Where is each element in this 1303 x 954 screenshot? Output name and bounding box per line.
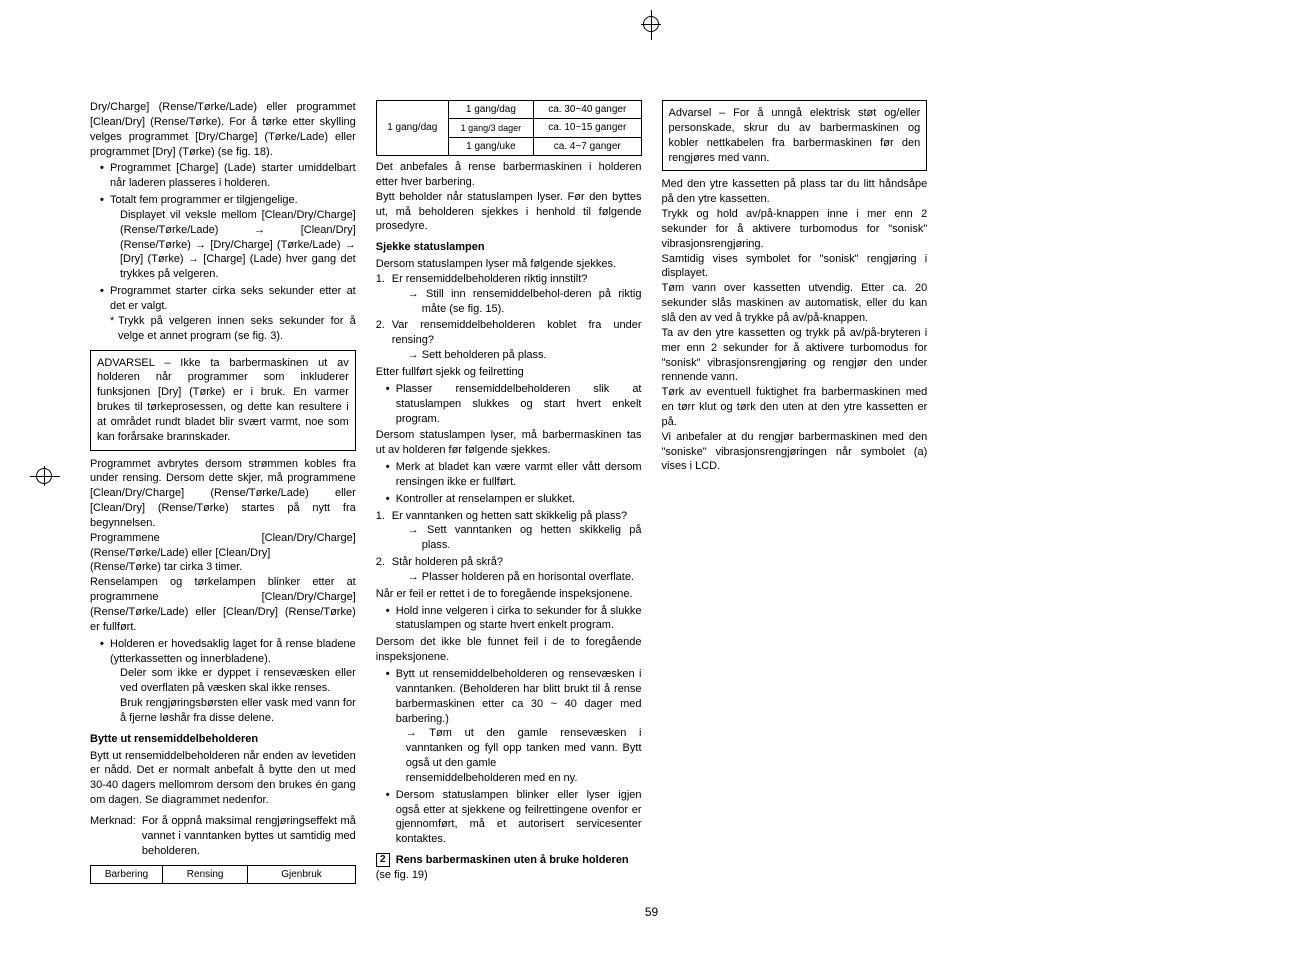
paragraph: Med den ytre kassetten på plass tar du l… [662, 177, 928, 207]
step-number-icon: 2 [376, 853, 390, 867]
paragraph: Vi anbefaler at du rengjør barbermaskine… [662, 430, 928, 475]
list-item: Var rensemiddelbeholderen koblet fra und… [376, 318, 642, 363]
warning-box: Advarsel – For å unngå elektrisk støt og… [662, 100, 928, 171]
text: Var rensemiddelbeholderen koblet fra und… [392, 319, 642, 346]
text: Holderen er hovedsaklig laget for å rens… [110, 638, 356, 665]
crop-mark-left [30, 462, 60, 492]
table-header: Gjenbruk [248, 865, 355, 884]
table-row: Barbering Rensing Gjenbruk [91, 865, 356, 884]
text: Bytt ut rensemiddelbeholderen og rensevæ… [396, 668, 642, 725]
heading: Sjekke statuslampen [376, 240, 642, 255]
note-block: Merknad: For å oppnå maksimal rengjøring… [90, 814, 356, 859]
paragraph: Ta av den ytre kassetten og trykk på av/… [662, 326, 928, 385]
paragraph: Programmene [Clean/Dry/Charge] (Rense/Tø… [90, 531, 356, 561]
paragraph: (Rense/Tørke) tar cirka 3 timer. [90, 560, 356, 575]
action-text: → Plasser holderen på en horisontal over… [406, 570, 642, 585]
list-item: Programmet [Charge] (Lade) starter umidd… [100, 161, 356, 191]
paragraph: Bytt ut rensemiddelbeholderen når enden … [90, 749, 356, 808]
table-cell: 1 gang/dag [376, 100, 448, 156]
list-item: Plasser rensemiddelbeholderen slik at st… [386, 382, 642, 427]
table-cell: 1 gang/uke [448, 137, 533, 156]
page-columns: Dry/Charge] (Rense/Tørke/Lade) eller pro… [90, 100, 1213, 900]
step-heading: 2 Rens barbermaskinen uten å bruke holde… [376, 853, 642, 868]
action-text: → Tøm ut den gamle rensevæsken i vanntan… [396, 726, 642, 771]
text: Er vanntanken og hetten satt skikkelig p… [392, 510, 627, 522]
footnote: Trykk på velgeren innen seks sekunder fo… [110, 314, 356, 344]
action-text: → Sett vanntanken og hetten skikkelig på… [406, 523, 642, 553]
paragraph: Dersom statuslampen lyser, må barbermask… [376, 428, 642, 458]
paragraph: Trykk og hold av/på-knappen inne i mer e… [662, 207, 928, 252]
page-number: 59 [90, 904, 1213, 920]
list-item: Kontroller at renselampen er slukket. [386, 492, 642, 507]
table-row: 1 gang/dag 1 gang/dag ca. 30~40 ganger [376, 100, 641, 119]
paragraph: Dersom det ikke ble funnet feil i de to … [376, 635, 642, 665]
text: Programmet starter cirka seks sekunder e… [110, 285, 356, 312]
crop-mark-top [637, 10, 667, 40]
text: Displayet vil veksle mellom [Clean/Dry/C… [110, 208, 356, 282]
table-cell: ca. 30~40 ganger [534, 100, 641, 119]
list-item: Bytt ut rensemiddelbeholderen og rensevæ… [386, 667, 642, 786]
text: innstilt? [550, 273, 587, 285]
list-item: Er rensemiddelbeholderen riktig innstilt… [376, 272, 642, 317]
paragraph: Bytt beholder når statuslampen lyser. Fø… [376, 190, 642, 235]
table-cell: ca. 4~7 ganger [534, 137, 641, 156]
paragraph: Tøm vann over kassetten utvendig. Etter … [662, 281, 928, 326]
action-text: → Still inn rensemiddelbehol-deren på ri… [406, 287, 642, 317]
figure-ref: (se fig. 19) [376, 868, 642, 883]
action-text: → Sett beholderen på plass. [406, 348, 642, 363]
paragraph: Dersom statuslampen lyser må følgende sj… [376, 257, 642, 272]
text: Deler som ikke er dyppet i rensevæsken e… [110, 666, 356, 696]
list-item: Merk at bladet kan være varmt eller vått… [386, 460, 642, 490]
text: Er rensemiddelbeholderen riktig [392, 273, 547, 285]
list-item: Holderen er hovedsaklig laget for å rens… [100, 637, 356, 726]
paragraph: Renselampen og tørkelampen blinker etter… [90, 575, 356, 634]
step-title: Rens barbermaskinen uten å bruke holdere… [396, 853, 642, 868]
text: Bruk rengjøringsbørsten eller vask med v… [110, 696, 356, 726]
note-label: Merknad: [90, 814, 136, 859]
list-item: Er vanntanken og hetten satt skikkelig p… [376, 509, 642, 554]
paragraph: Tørk av eventuell fuktighet fra barberma… [662, 385, 928, 430]
list-item: Programmet starter cirka seks sekunder e… [100, 284, 356, 343]
list-item: Hold inne velgeren i cirka to sekunder f… [386, 604, 642, 634]
warning-box: ADVARSEL – Ikke ta barbermaskinen ut av … [90, 350, 356, 451]
table-header: Rensing [163, 865, 248, 884]
paragraph: Når er feil er rettet i de to foregående… [376, 587, 642, 602]
note-body: For å oppnå maksimal rengjøringseffekt m… [142, 814, 356, 859]
heading: Bytte ut rensemiddelbeholderen [90, 732, 356, 747]
table-header: Barbering [91, 865, 163, 884]
paragraph: Dry/Charge] (Rense/Tørke/Lade) eller pro… [90, 100, 356, 159]
text: rensemiddelbeholderen med en ny. [396, 771, 642, 786]
paragraph: Samtidig vises symbolet for "sonisk" ren… [662, 252, 928, 282]
list-item: Totalt fem programmer er tilgjengelige. … [100, 193, 356, 282]
paragraph: Det anbefales å rense barbermaskinen i h… [376, 160, 642, 190]
list-item: Dersom statuslampen blinker eller lyser … [386, 788, 642, 847]
table-cell: 1 gang/dag [448, 100, 533, 119]
text: Totalt fem programmer er tilgjengelige. [110, 194, 298, 206]
table-cell: ca. 10~15 ganger [534, 119, 641, 138]
paragraph: Etter fullført sjekk og feilretting [376, 365, 642, 380]
table-cell: 1 gang/3 dager [448, 119, 533, 138]
paragraph: Programmet avbrytes dersom strømmen kobl… [90, 457, 356, 531]
list-item: Står holderen på skrå? → Plasser holdere… [376, 555, 642, 585]
text: Står holderen på skrå? [392, 556, 503, 568]
